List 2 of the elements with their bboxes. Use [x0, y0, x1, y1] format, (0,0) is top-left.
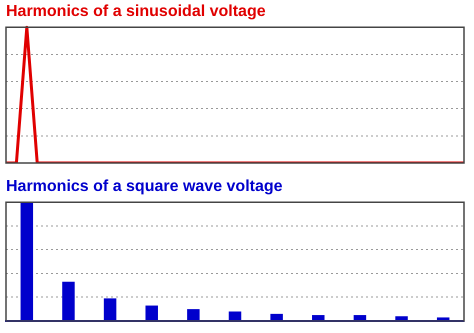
- chart-title: Harmonics of a square wave voltage: [6, 178, 283, 196]
- chart-title: Harmonics of a sinusoidal voltage: [6, 3, 266, 20]
